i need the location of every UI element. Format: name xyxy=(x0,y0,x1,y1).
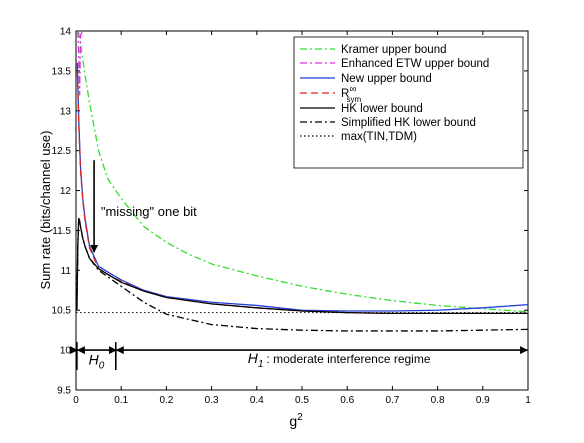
y-tick-label: 11.5 xyxy=(52,226,71,237)
legend-label-1: Enhanced ETW upper bound xyxy=(341,58,489,70)
legend-box xyxy=(293,36,524,169)
x-tick-label: 0.2 xyxy=(159,395,173,406)
y-tick-label: 12 xyxy=(60,186,72,197)
y-tick-label: 13 xyxy=(60,106,72,117)
x-tick-label: 0.6 xyxy=(340,395,354,406)
axis-ticks: 0 0.1 0.2 0.3 0.4 0.5 0.6 0.7 0.8 0.9 1 9.5 10 10.5 11… xyxy=(52,27,532,407)
series-line-0 xyxy=(77,31,528,313)
x-tick-label: 0.7 xyxy=(385,395,399,406)
legend-label-6: max(TIN,TDM) xyxy=(341,131,417,143)
annotation-0: "missing" one bit xyxy=(101,204,197,219)
y-tick-label: 11 xyxy=(61,266,72,277)
x-axis-label-sup: 2 xyxy=(297,412,303,423)
x-tick-label: 0.4 xyxy=(250,395,264,406)
y-tick-label: 9.5 xyxy=(57,386,71,397)
legend-label-2: New upper bound xyxy=(341,73,432,85)
y-tick-label: 12.5 xyxy=(52,146,72,157)
x-tick-label: 0.5 xyxy=(295,395,309,406)
y-tick-label: 10.5 xyxy=(52,306,72,317)
annotation-1: H0 xyxy=(89,351,105,371)
x-tick-label: 1 xyxy=(525,395,531,406)
y-tick-label: 13.5 xyxy=(52,66,72,77)
x-tick-label: 0.3 xyxy=(205,395,219,406)
y-tick-label: 10 xyxy=(60,346,72,357)
x-axis-label: g2 xyxy=(289,412,303,429)
annotation-2: H1: moderate interference regime xyxy=(248,350,431,370)
x-tick-label: 0.8 xyxy=(431,395,445,406)
legend: Kramer upper bound Enhanced ETW upper bou… xyxy=(293,36,524,169)
h0-arrow-start-head xyxy=(76,346,85,355)
series-group xyxy=(76,31,528,332)
series-line-1 xyxy=(77,31,86,96)
y-tick-label: 14 xyxy=(60,27,72,38)
legend-label-0: Kramer upper bound xyxy=(341,44,446,56)
series-line-5 xyxy=(76,217,528,332)
h1-arrow-start-head xyxy=(115,346,124,355)
legend-label-5: Simplified HK lower bound xyxy=(341,117,476,129)
y-axis-label: Sum rate (bits/channel use) xyxy=(38,131,53,290)
legend-label-3: R∞ sym xyxy=(341,84,361,104)
x-tick-label: 0 xyxy=(73,395,79,406)
legend-label-4: HK lower bound xyxy=(341,103,423,115)
x-axis-label-main: g xyxy=(289,413,297,429)
x-tick-label: 0.1 xyxy=(114,395,128,406)
annotations-group: "missing" one bit H0 H1: moderate interfer… xyxy=(69,160,529,371)
x-tick-label: 0.9 xyxy=(476,395,490,406)
